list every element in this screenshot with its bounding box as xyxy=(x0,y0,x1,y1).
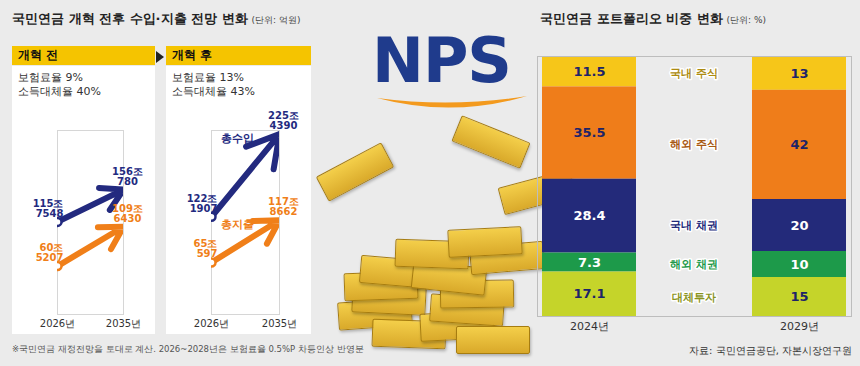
svg-text:122조1907: 122조1907 xyxy=(187,193,218,214)
svg-text:35.5: 35.5 xyxy=(573,125,605,140)
svg-text:11.5: 11.5 xyxy=(573,64,605,79)
svg-text:65조597: 65조597 xyxy=(194,238,218,259)
html-text:개혁 후: 개혁 후 xyxy=(172,48,213,62)
svg-text:2029년: 2029년 xyxy=(780,320,819,333)
html-text:자료: 국민연금공단, 자본시장연구원: 자료: 국민연금공단, 자본시장연구원 xyxy=(689,345,852,356)
svg-text:해외 채권: 해외 채권 xyxy=(670,258,718,271)
svg-text:국내 채권: 국내 채권 xyxy=(670,219,718,232)
svg-text:17.1: 17.1 xyxy=(573,286,605,301)
svg-text:109조6430: 109조6430 xyxy=(112,203,143,224)
svg-text:60조5207: 60조5207 xyxy=(36,242,64,263)
svg-text:2024년: 2024년 xyxy=(570,320,609,333)
html-text:국민연금 포트폴리오 비중 변화 (단위: %): 국민연금 포트폴리오 비중 변화 (단위: %) xyxy=(540,11,766,26)
svg-text:156조780: 156조780 xyxy=(112,166,143,187)
svg-text:42: 42 xyxy=(790,137,808,152)
html-text:개혁 전: 개혁 전 xyxy=(18,48,59,62)
svg-text:대체투자: 대체투자 xyxy=(672,291,716,304)
html-text:※국민연금 재정전망을 토대로 계산. 2026~2028년: ※국민연금 재정전망을 토대로 계산. 2026~2028년은 보험료율 0.5… xyxy=(12,344,364,354)
svg-text:28.4: 28.4 xyxy=(573,208,605,223)
svg-text:2035년: 2035년 xyxy=(262,318,297,329)
html-text:국민연금 개혁 전후 수입·지출 전망 변화 (단위: 억원: 국민연금 개혁 전후 수입·지출 전망 변화 (단위: 억원) xyxy=(12,11,301,26)
html-text:소득대체율 40%: 소득대체율 40% xyxy=(18,85,101,98)
html-text:소득대체율 43%: 소득대체율 43% xyxy=(172,85,255,98)
svg-text:총지출: 총지출 xyxy=(221,218,254,231)
svg-text:10: 10 xyxy=(790,257,808,272)
html-text:보험료율 13%: 보험료율 13% xyxy=(172,71,244,84)
svg-text:225조4390: 225조4390 xyxy=(268,110,299,131)
svg-text:2026년: 2026년 xyxy=(194,318,229,329)
svg-text:2026년: 2026년 xyxy=(40,318,75,329)
svg-text:7.3: 7.3 xyxy=(578,255,601,270)
svg-text:해외 주식: 해외 주식 xyxy=(670,138,718,151)
svg-text:15: 15 xyxy=(790,289,808,304)
svg-text:13: 13 xyxy=(790,66,808,81)
html-text:보험료율 9%: 보험료율 9% xyxy=(18,71,83,84)
svg-text:총수입: 총수입 xyxy=(221,132,254,145)
svg-text:115조7548: 115조7548 xyxy=(33,198,64,219)
svg-text:117조8662: 117조8662 xyxy=(268,196,299,217)
svg-text:20: 20 xyxy=(790,218,808,233)
svg-text:2035년: 2035년 xyxy=(106,318,141,329)
svg-text:국내 주식: 국내 주식 xyxy=(670,67,718,80)
html-text:NPS: NPS xyxy=(372,24,511,97)
